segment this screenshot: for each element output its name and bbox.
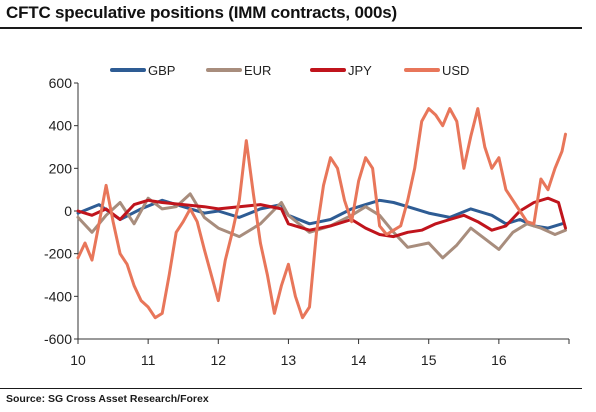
y-tick-label: -200: [44, 246, 72, 262]
series-line-usd: [76, 107, 567, 320]
x-tick-label: 12: [210, 352, 226, 368]
x-tick-label: 11: [141, 352, 156, 368]
x-tick-label: 15: [421, 352, 437, 368]
legend-label-jpy: JPY: [348, 63, 372, 78]
source-divider: [0, 388, 582, 389]
x-tick-label: 16: [491, 352, 507, 368]
y-tick-label: -600: [44, 331, 72, 347]
title-divider: [0, 27, 582, 29]
y-tick-label: -400: [44, 288, 72, 304]
y-tick-label: 600: [49, 75, 73, 91]
x-tick-label: 13: [281, 352, 297, 368]
y-tick-label: 0: [64, 203, 72, 219]
y-axis-ticks: 600 400 200 0 -200 -400 -600: [44, 75, 78, 347]
legend-label-gbp: GBP: [148, 63, 175, 78]
legend-label-usd: USD: [442, 63, 469, 78]
chart-axes: [77, 83, 569, 340]
series-lines: [76, 107, 567, 320]
y-tick-label: 400: [49, 118, 73, 134]
y-tick-label: 200: [49, 160, 73, 176]
x-tick-label: 14: [351, 352, 367, 368]
legend-label-eur: EUR: [244, 63, 271, 78]
source-note: Source: SG Cross Asset Research/Forex: [6, 393, 209, 405]
chart-legend: GBP EUR JPY USD: [110, 63, 469, 78]
x-axis-ticks: 10 11 12 13 14 15 16: [70, 339, 570, 368]
chart-title: CFTC speculative positions (IMM contract…: [6, 3, 397, 22]
x-tick-label: 10: [70, 352, 86, 368]
